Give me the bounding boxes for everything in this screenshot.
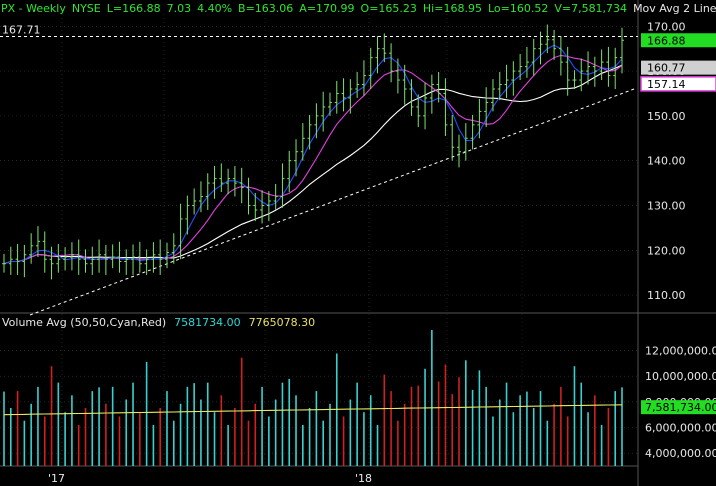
- bid-value: B=163.06: [238, 2, 294, 15]
- volume-value-current: 7581734.00: [174, 316, 241, 329]
- volume-study-label[interactable]: Volume Avg (50,50,Cyan,Red): [2, 316, 167, 329]
- volume-tick-label: 4,000,000.00: [645, 447, 716, 460]
- last-price: L=166.88: [106, 2, 161, 15]
- ma2-marker-bg: [640, 76, 716, 92]
- price-tick-label: 120.00: [647, 244, 686, 257]
- support-trendline: [29, 88, 635, 316]
- ma1-marker: 160.77: [647, 62, 686, 75]
- price-tick-label: 110.00: [647, 289, 686, 302]
- study-label[interactable]: Mov Avg 2 Line: [633, 2, 716, 15]
- ma2-marker: 157.14: [647, 78, 686, 91]
- exchange-label: NYSE: [71, 2, 101, 15]
- volume-tick-label: 6,000,000.00: [645, 422, 716, 435]
- change-pct: 4.40%: [197, 2, 233, 15]
- price-tick-label: 150.00: [647, 110, 686, 123]
- ma-mid-line: [3, 54, 623, 265]
- volume-value: V=7,581,734: [554, 2, 628, 15]
- time-tick-label: '18: [355, 472, 372, 485]
- volume-current-marker-bg: [641, 400, 716, 415]
- volume-tick-label: 10,000,000.00: [645, 370, 716, 383]
- volume-tick-label: 12,000,000.00: [645, 345, 716, 358]
- ma-slow-line: [3, 64, 623, 265]
- last-price-marker-bg: [641, 33, 716, 48]
- resistance-label: 167.71: [2, 24, 41, 37]
- low-value: Lo=160.52: [487, 2, 549, 15]
- volume-current-marker: 7,581,734.00: [645, 401, 716, 414]
- volume-header: Volume Avg (50,50,Cyan,Red) 7581734.00 776…: [2, 316, 315, 329]
- price-tick-label: 140.00: [647, 155, 686, 168]
- symbol-label[interactable]: PX - Weekly: [1, 2, 66, 15]
- ma-fast-line: [3, 44, 623, 265]
- price-tick-label: 130.00: [647, 199, 686, 212]
- price-tick-label: 170.00: [647, 20, 686, 33]
- change-value: 7.03: [166, 2, 192, 15]
- time-tick-label: '17: [48, 472, 65, 485]
- volume-value-average: 7765078.30: [248, 316, 316, 329]
- volume-average-line: [3, 404, 623, 416]
- open-value: O=165.23: [360, 2, 417, 15]
- ma1-marker-bg: [641, 60, 716, 75]
- last-price-marker: 166.88: [647, 34, 686, 47]
- ask-value: A=170.99: [299, 2, 355, 15]
- high-value: Hi=168.95: [422, 2, 482, 15]
- quote-header: PX - Weekly NYSE L=166.88 7.03 4.40% B=163.06…: [1, 2, 716, 15]
